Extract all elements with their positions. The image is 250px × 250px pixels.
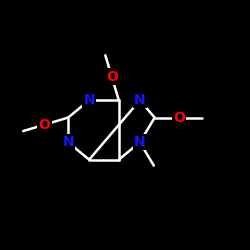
Text: O: O [106,70,118,84]
Text: N: N [134,93,146,107]
Text: O: O [38,118,50,132]
Text: N: N [62,135,74,149]
Text: N: N [134,135,146,149]
Text: N: N [83,93,95,107]
Text: O: O [174,110,185,124]
